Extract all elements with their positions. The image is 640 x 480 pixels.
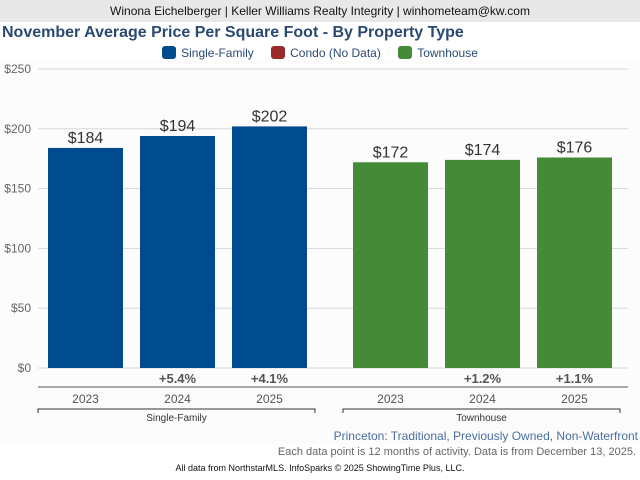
y-tick-label: $150: [4, 182, 31, 196]
change-label: +4.1%: [251, 371, 289, 386]
data-label: $194: [160, 118, 196, 135]
change-label: +1.2%: [464, 371, 502, 386]
group-bracket: [342, 408, 621, 413]
y-tick-label: $100: [4, 241, 31, 255]
legend-label: Condo (No Data): [290, 46, 381, 60]
data-label: $184: [68, 130, 104, 147]
x-tick-label: 2025: [561, 392, 588, 406]
bar-single-family-2024: [140, 135, 215, 368]
bar-townhouse-2024: [445, 159, 520, 368]
data-note: Each data point is 12 months of activity…: [277, 446, 636, 458]
legend-swatch: [398, 46, 413, 59]
agent-info-bar: Winona Eichelberger | Keller Williams Re…: [0, 0, 640, 22]
legend-label: Townhouse: [417, 46, 478, 60]
x-tick-label: 2023: [377, 392, 404, 406]
group-label: Townhouse: [456, 413, 507, 424]
change-label: +1.1%: [556, 371, 594, 386]
x-tick-label: 2024: [164, 392, 191, 406]
chart-title: November Average Price Per Square Foot -…: [2, 24, 464, 41]
bar-single-family-2023: [48, 147, 123, 368]
group-label: Single-Family: [146, 413, 207, 424]
data-label: $176: [557, 140, 593, 157]
legend-item-condo[interactable]: Condo (No Data): [271, 46, 381, 60]
y-tick-label: $200: [4, 122, 31, 136]
data-credit: All data from NorthstarMLS. InfoSparks ©…: [175, 463, 465, 473]
legend-swatch: [162, 46, 177, 59]
legend: Single-Family Condo (No Data) Townhouse: [0, 46, 640, 60]
data-label: $172: [373, 144, 409, 161]
group-bracket: [37, 408, 316, 413]
legend-item-single-family[interactable]: Single-Family: [162, 46, 254, 60]
bar-townhouse-2025: [537, 157, 612, 368]
legend-item-townhouse[interactable]: Townhouse: [398, 46, 478, 60]
data-label: $174: [465, 142, 501, 159]
legend-label: Single-Family: [181, 46, 254, 60]
chart-subtitle: Princeton: Traditional, Previously Owned…: [333, 429, 638, 443]
legend-swatch: [271, 46, 286, 59]
data-label: $202: [252, 108, 288, 125]
bar-single-family-2025: [232, 126, 307, 369]
change-label: +5.4%: [159, 371, 197, 386]
y-tick-label: $0: [18, 361, 32, 375]
x-tick-label: 2024: [469, 392, 496, 406]
y-tick-label: $50: [11, 301, 31, 315]
y-tick-label: $250: [4, 62, 31, 76]
x-tick-label: 2025: [256, 392, 283, 406]
bar-townhouse-2023: [353, 162, 428, 368]
x-tick-label: 2023: [72, 392, 99, 406]
